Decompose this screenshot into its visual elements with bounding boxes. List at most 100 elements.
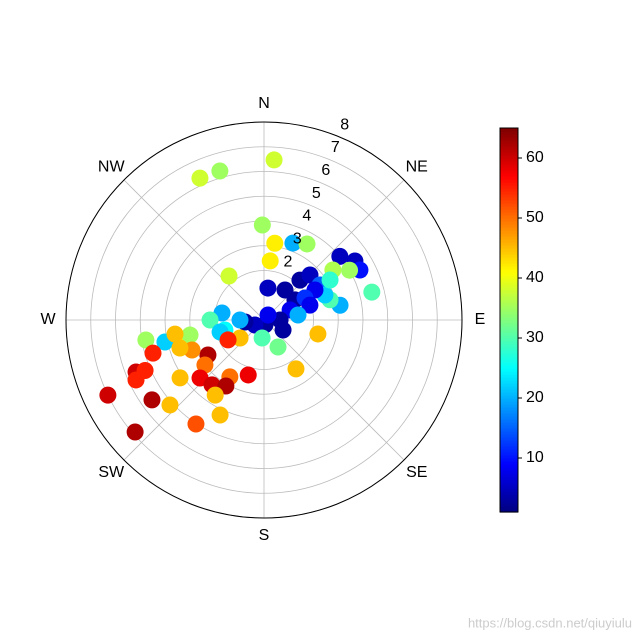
colorbar-segment [500, 134, 518, 138]
colorbar-segment [500, 182, 518, 186]
theta-tick-label: N [258, 95, 270, 112]
colorbar-segment [500, 224, 518, 228]
point [196, 356, 214, 374]
theta-tick-label: SW [98, 464, 125, 481]
point [269, 338, 287, 356]
colorbar-segment [500, 401, 518, 405]
colorbar-tick-label: 20 [526, 389, 544, 406]
point [171, 369, 189, 387]
colorbar-segment [500, 431, 518, 435]
colorbar-segment [500, 341, 518, 345]
point [201, 311, 219, 329]
colorbar-segment [500, 248, 518, 252]
colorbar-segment [500, 149, 518, 153]
watermark: https://blog.csdn.net/qiuyiulu [468, 615, 632, 630]
colorbar-segment [500, 482, 518, 486]
colorbar-segment [500, 299, 518, 303]
colorbar-segment [500, 317, 518, 321]
colorbar-segment [500, 239, 518, 243]
colorbar-segment [500, 266, 518, 270]
point [143, 391, 161, 409]
colorbar-segment [500, 272, 518, 276]
colorbar-segment [500, 428, 518, 432]
colorbar-segment [500, 206, 518, 210]
colorbar-frame [499, 127, 519, 513]
colorbar-segment [500, 137, 518, 141]
colorbar-segment [500, 500, 518, 504]
grid-spoke [263, 319, 405, 461]
colorbar-segment [500, 326, 518, 330]
colorbar-segment [500, 434, 518, 438]
point [274, 321, 292, 339]
colorbar-segment [500, 395, 518, 399]
point [166, 325, 184, 343]
colorbar-segment [500, 227, 518, 231]
colorbar-segment [500, 311, 518, 315]
colorbar-segment [500, 296, 518, 300]
colorbar-segment [500, 419, 518, 423]
colorbar-segment [500, 179, 518, 183]
r-tick-label: 4 [302, 208, 311, 225]
colorbar-segment [500, 383, 518, 387]
point [191, 169, 209, 187]
colorbar-segment [500, 353, 518, 357]
colorbar-segment [500, 236, 518, 240]
colorbar-segment [500, 254, 518, 258]
colorbar-segment [500, 305, 518, 309]
r-tick-label: 6 [321, 162, 330, 179]
colorbar-segment [500, 467, 518, 471]
colorbar-segment [500, 194, 518, 198]
point [259, 279, 277, 297]
colorbar-segment [500, 347, 518, 351]
colorbar-segment [500, 350, 518, 354]
colorbar-segment [500, 191, 518, 195]
colorbar-segment [500, 338, 518, 342]
point [211, 162, 229, 180]
colorbar-segment [500, 455, 518, 459]
theta-tick-label: W [40, 311, 56, 328]
colorbar-segment [500, 449, 518, 453]
colorbar-segment [500, 197, 518, 201]
colorbar-tick-label: 60 [526, 149, 544, 166]
point [181, 326, 199, 344]
colorbar-tick-label: 10 [526, 449, 544, 466]
colorbar-segment [500, 368, 518, 372]
colorbar-segment [500, 389, 518, 393]
point [265, 151, 283, 169]
colorbar-segment [500, 416, 518, 420]
colorbar-segment [500, 452, 518, 456]
colorbar-segment [500, 167, 518, 171]
colorbar-segment [500, 380, 518, 384]
colorbar-segment [500, 473, 518, 477]
point [301, 296, 319, 314]
colorbar-segment [500, 257, 518, 261]
colorbar-segment [500, 494, 518, 498]
point [309, 325, 327, 343]
colorbar-segment [500, 458, 518, 462]
colorbar-segment [500, 407, 518, 411]
point [211, 406, 229, 424]
colorbar-segment [500, 491, 518, 495]
r-tick-label: 3 [293, 231, 302, 248]
colorbar-segment [500, 140, 518, 144]
colorbar-segment [500, 263, 518, 267]
colorbar-segment [500, 245, 518, 249]
colorbar-segment [500, 203, 518, 207]
colorbar-segment [500, 323, 518, 327]
colorbar-segment [500, 308, 518, 312]
r-tick-label: 2 [283, 253, 292, 270]
colorbar-segment [500, 320, 518, 324]
r-tick-label: 8 [340, 116, 349, 133]
colorbar-segment [500, 176, 518, 180]
colorbar-segment [500, 230, 518, 234]
colorbar-segment [500, 485, 518, 489]
point [298, 235, 316, 253]
point [289, 306, 307, 324]
colorbar-segment [500, 386, 518, 390]
colorbar-segment [500, 398, 518, 402]
point [239, 366, 257, 384]
colorbar-segment [500, 479, 518, 483]
colorbar-segment [500, 356, 518, 360]
colorbar-segment [500, 233, 518, 237]
